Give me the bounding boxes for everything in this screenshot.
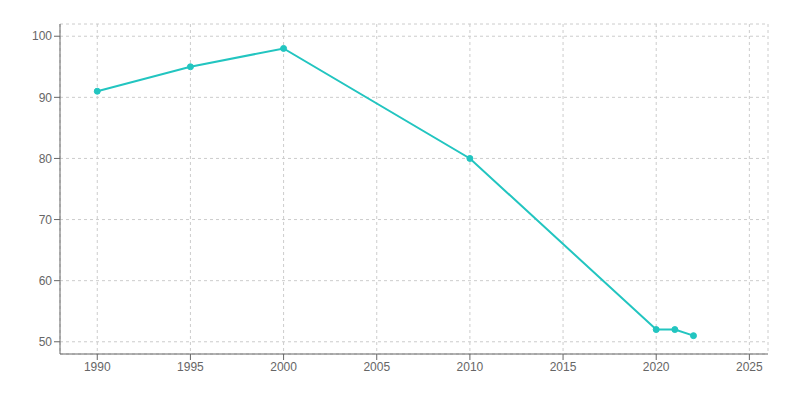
svg-text:90: 90 xyxy=(39,91,53,105)
svg-text:2020: 2020 xyxy=(643,360,670,374)
svg-text:2025: 2025 xyxy=(736,360,763,374)
svg-text:1990: 1990 xyxy=(84,360,111,374)
svg-text:60: 60 xyxy=(39,274,53,288)
svg-text:70: 70 xyxy=(39,213,53,227)
svg-text:2000: 2000 xyxy=(270,360,297,374)
svg-text:80: 80 xyxy=(39,152,53,166)
svg-text:2015: 2015 xyxy=(550,360,577,374)
svg-text:2005: 2005 xyxy=(363,360,390,374)
svg-text:1995: 1995 xyxy=(177,360,204,374)
svg-text:2010: 2010 xyxy=(457,360,484,374)
svg-text:50: 50 xyxy=(39,335,53,349)
svg-text:100: 100 xyxy=(32,29,52,43)
